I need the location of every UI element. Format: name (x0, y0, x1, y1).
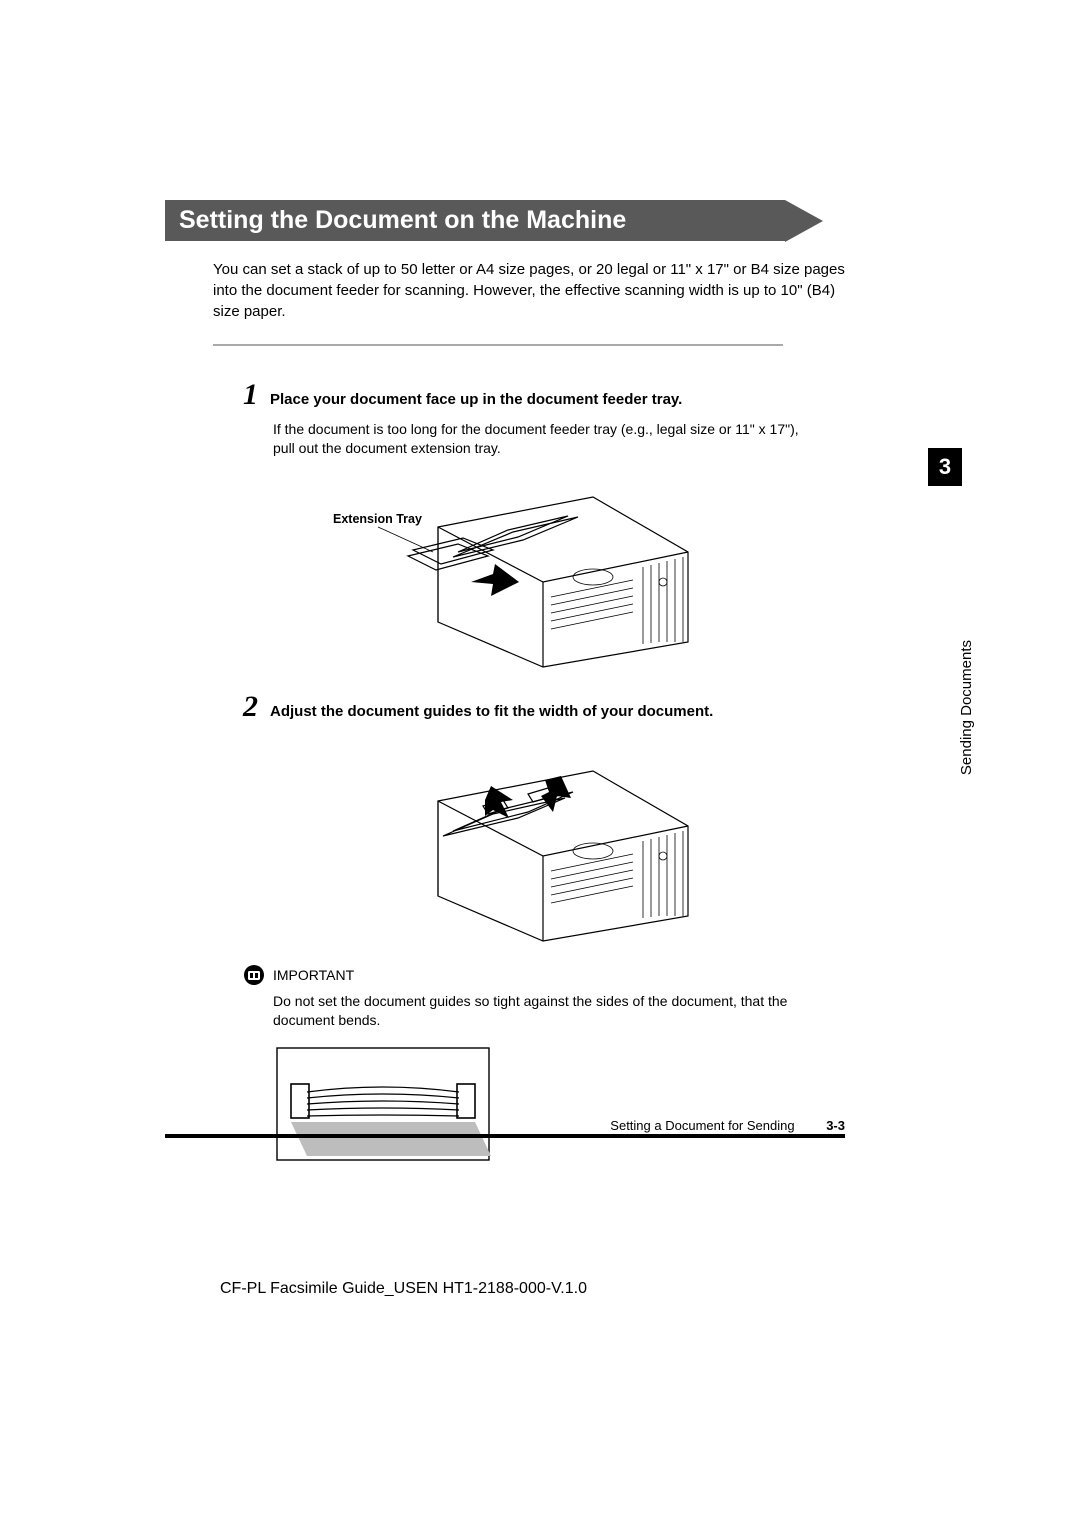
important-label: IMPORTANT (273, 967, 354, 983)
step-2-illustration (343, 746, 833, 946)
section-header: Setting the Document on the Machine (165, 200, 785, 241)
step-2-title: Adjust the document guides to fit the wi… (270, 703, 713, 720)
side-chapter-number: 3 (939, 454, 951, 480)
step-1: 1 Place your document face up in the doc… (243, 378, 833, 672)
guides-illustration (273, 1044, 940, 1164)
step-2: 2 Adjust the document guides to fit the … (243, 690, 833, 946)
important-body: Do not set the document guides so tight … (273, 992, 833, 1030)
section-title: Setting the Document on the Machine (179, 206, 626, 234)
important-row: IMPORTANT (243, 964, 940, 986)
extension-tray-label: Extension Tray (333, 512, 422, 526)
divider-thin (213, 344, 783, 346)
page-content: Setting the Document on the Machine You … (0, 0, 1080, 1164)
step-1-head: 1 Place your document face up in the doc… (243, 378, 833, 412)
arrow-icon (471, 564, 519, 596)
step-2-number: 2 (243, 690, 258, 724)
document-id: CF-PL Facsimile Guide_USEN HT1-2188-000-… (220, 1280, 587, 1298)
divider-bottom (165, 1134, 845, 1138)
step-1-body: If the document is too long for the docu… (273, 420, 813, 458)
footer-page: 3-3 (826, 1118, 845, 1133)
fax-machine-1-svg (343, 472, 713, 672)
side-chapter-tab: 3 (928, 448, 962, 486)
step-1-number: 1 (243, 378, 258, 412)
important-icon (243, 964, 265, 986)
footer: Setting a Document for Sending 3-3 (165, 1118, 845, 1133)
intro-paragraph: You can set a stack of up to 50 letter o… (213, 259, 853, 322)
step-1-title: Place your document face up in the docum… (270, 391, 682, 408)
footer-section: Setting a Document for Sending (610, 1118, 794, 1133)
step-2-head: 2 Adjust the document guides to fit the … (243, 690, 833, 724)
fax-machine-2-svg (343, 746, 713, 946)
side-chapter-label: Sending Documents (958, 640, 975, 775)
step-1-illustration: Extension Tray (343, 472, 833, 672)
